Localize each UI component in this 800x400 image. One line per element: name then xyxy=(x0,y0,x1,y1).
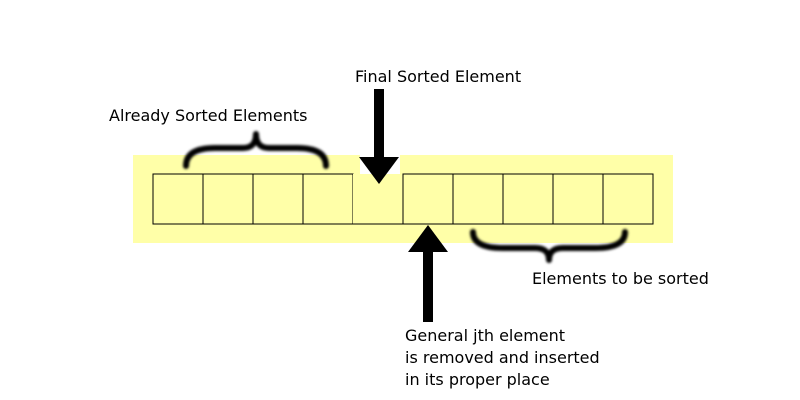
to-be-sorted-brace xyxy=(470,229,628,263)
array-cell xyxy=(452,173,504,225)
final-sorted-arrow xyxy=(359,89,399,184)
array-cell xyxy=(552,173,604,225)
general-jth-line-2: is removed and inserted xyxy=(405,348,600,367)
array-cell xyxy=(502,173,554,225)
already-sorted-label: Already Sorted Elements xyxy=(109,106,308,125)
final-sorted-label: Final Sorted Element xyxy=(355,67,522,86)
to-be-sorted-label: Elements to be sorted xyxy=(532,269,709,288)
general-jth-line-1: General jth element xyxy=(405,326,566,345)
array-cell xyxy=(602,173,654,225)
array-cell xyxy=(152,173,204,225)
general-jth-label: General jth element is removed and inser… xyxy=(405,325,600,391)
general-jth-line-3: in its proper place xyxy=(405,370,550,389)
array-cell xyxy=(402,173,454,225)
already-sorted-brace xyxy=(183,131,329,169)
jth-element-arrow xyxy=(408,225,448,322)
array-cell xyxy=(202,173,254,225)
array-cell xyxy=(302,173,354,225)
array-cell xyxy=(252,173,304,225)
array-cells xyxy=(152,173,654,225)
